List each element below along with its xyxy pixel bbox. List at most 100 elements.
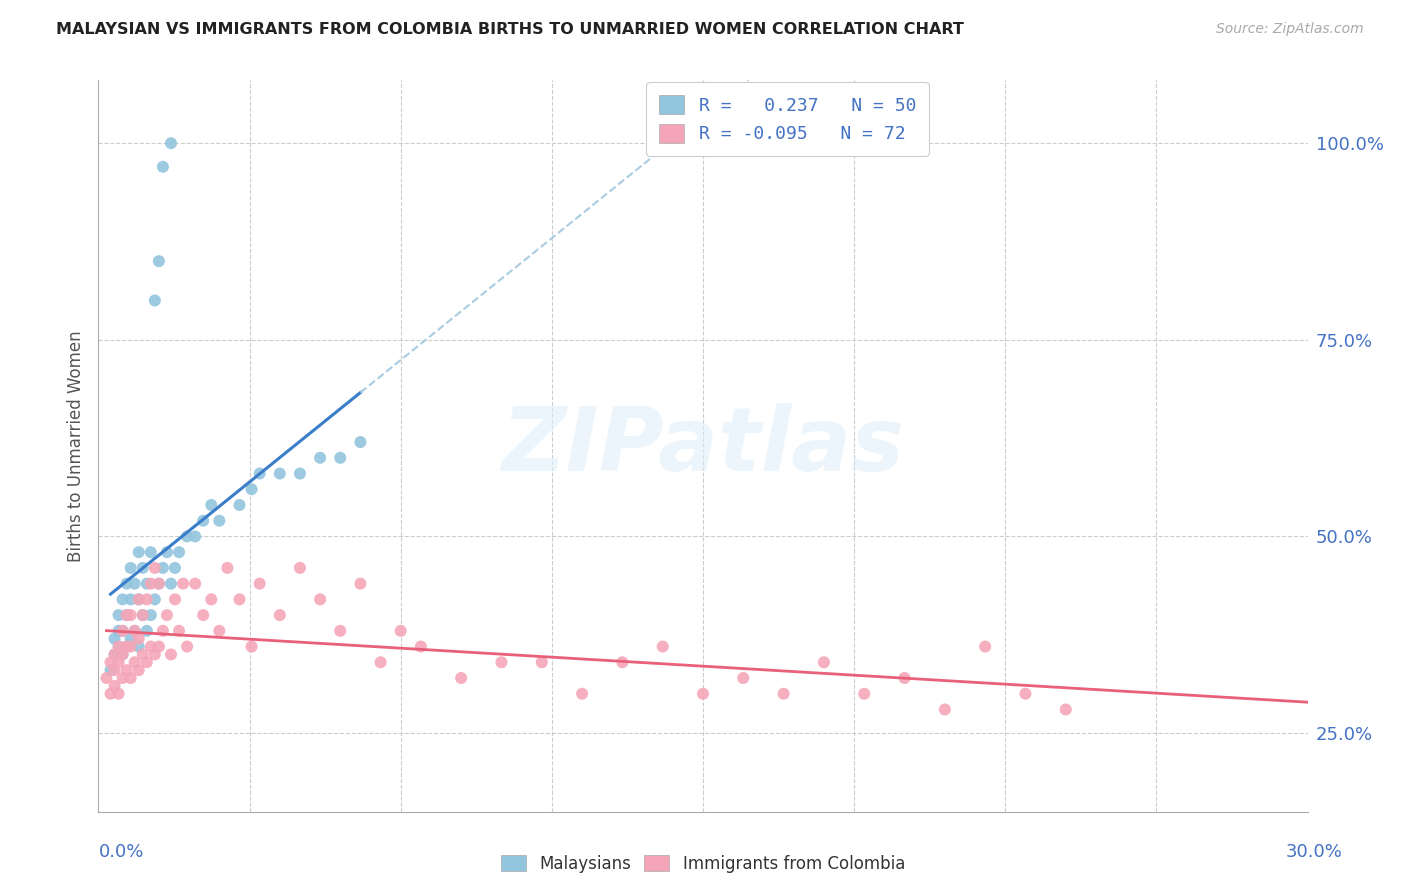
Text: 0.0%: 0.0% — [98, 843, 143, 861]
Point — [139, 640, 162, 654]
Point — [132, 608, 155, 623]
Point — [249, 467, 271, 481]
Point — [184, 529, 207, 543]
Point — [139, 608, 162, 623]
Point — [269, 608, 291, 623]
Point — [193, 514, 215, 528]
Point — [409, 640, 432, 654]
Point — [107, 624, 129, 638]
Point — [176, 640, 198, 654]
Point — [612, 655, 634, 669]
Point — [152, 160, 174, 174]
Point — [329, 624, 352, 638]
Point — [115, 640, 138, 654]
Point — [120, 592, 142, 607]
Point — [124, 624, 146, 638]
Point — [651, 640, 673, 654]
Point — [349, 576, 371, 591]
Point — [139, 576, 162, 591]
Point — [100, 655, 122, 669]
Point — [120, 632, 142, 646]
Text: ZIPatlas: ZIPatlas — [502, 402, 904, 490]
Text: Source: ZipAtlas.com: Source: ZipAtlas.com — [1216, 22, 1364, 37]
Point — [107, 655, 129, 669]
Point — [288, 467, 311, 481]
Point — [124, 576, 146, 591]
Point — [893, 671, 915, 685]
Point — [107, 640, 129, 654]
Legend: Malaysians, Immigrants from Colombia: Malaysians, Immigrants from Colombia — [494, 848, 912, 880]
Point — [163, 561, 186, 575]
Point — [124, 655, 146, 669]
Point — [974, 640, 997, 654]
Point — [200, 498, 222, 512]
Point — [100, 663, 122, 677]
Point — [128, 640, 150, 654]
Point — [160, 136, 183, 151]
Point — [217, 561, 239, 575]
Point — [103, 648, 125, 662]
Point — [132, 561, 155, 575]
Point — [853, 687, 876, 701]
Point — [103, 632, 125, 646]
Point — [128, 545, 150, 559]
Point — [329, 450, 352, 465]
Point — [107, 608, 129, 623]
Point — [934, 702, 956, 716]
Point — [111, 648, 134, 662]
Point — [148, 576, 170, 591]
Point — [1054, 702, 1077, 716]
Point — [240, 640, 263, 654]
Point — [167, 545, 190, 559]
Point — [111, 624, 134, 638]
Point — [143, 561, 166, 575]
Point — [156, 608, 179, 623]
Point — [135, 592, 157, 607]
Point — [772, 687, 794, 701]
Point — [135, 576, 157, 591]
Point — [349, 435, 371, 450]
Point — [176, 529, 198, 543]
Point — [530, 655, 553, 669]
Point — [120, 561, 142, 575]
Point — [1014, 687, 1036, 701]
Point — [152, 624, 174, 638]
Point — [120, 608, 142, 623]
Text: 30.0%: 30.0% — [1286, 843, 1343, 861]
Point — [135, 624, 157, 638]
Point — [184, 576, 207, 591]
Point — [96, 671, 118, 685]
Point — [172, 576, 194, 591]
Point — [450, 671, 472, 685]
Point — [228, 498, 250, 512]
Point — [160, 648, 183, 662]
Point — [160, 576, 183, 591]
Point — [115, 608, 138, 623]
Point — [115, 663, 138, 677]
Point — [135, 655, 157, 669]
Point — [128, 632, 150, 646]
Point — [111, 671, 134, 685]
Point — [813, 655, 835, 669]
Point — [389, 624, 412, 638]
Point — [143, 293, 166, 308]
Point — [111, 624, 134, 638]
Point — [249, 576, 271, 591]
Point — [120, 640, 142, 654]
Point — [128, 592, 150, 607]
Point — [139, 545, 162, 559]
Point — [491, 655, 513, 669]
Point — [309, 450, 332, 465]
Point — [128, 663, 150, 677]
Point — [128, 592, 150, 607]
Point — [208, 514, 231, 528]
Point — [692, 687, 714, 701]
Point — [167, 624, 190, 638]
Legend: R =   0.237   N = 50, R = -0.095   N = 72: R = 0.237 N = 50, R = -0.095 N = 72 — [647, 82, 929, 156]
Point — [156, 545, 179, 559]
Point — [132, 648, 155, 662]
Point — [115, 608, 138, 623]
Point — [370, 655, 392, 669]
Point — [103, 663, 125, 677]
Point — [148, 640, 170, 654]
